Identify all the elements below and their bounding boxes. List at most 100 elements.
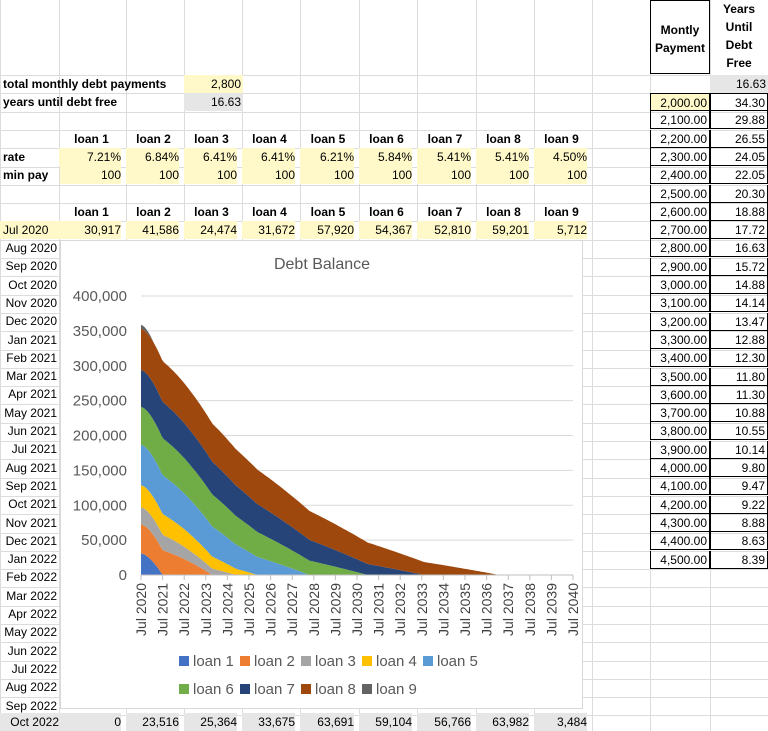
years-cell[interactable]: 14.88 [710,276,768,294]
x-tick-label: Jul 2037 [500,583,516,636]
payment-cell[interactable]: 3,700.00 [650,404,710,423]
years-cell[interactable]: 16.63 [710,239,768,258]
years-cell[interactable]: 22.05 [710,166,768,185]
payment-cell[interactable]: 2,200.00 [650,129,710,148]
years-cell[interactable]: 11.80 [710,367,768,386]
years-cell[interactable]: 9.80 [710,459,768,477]
debt-balance-chart[interactable]: Debt Balance 0 50,000 100,000 150,000 200,000… [60,240,583,709]
min-pay-cell[interactable]: 100 [534,166,587,184]
payment-cell[interactable]: 2,600.00 [650,202,710,221]
years-cell[interactable]: 34.30 [710,93,768,111]
min-pay-cell[interactable]: 100 [242,166,295,184]
balance-cell[interactable]: 59,104 [359,713,412,731]
years-cell[interactable]: 9.47 [710,477,768,496]
rate-cell[interactable]: 7.21% [60,148,121,166]
years-cell[interactable]: 17.72 [710,221,768,240]
balance-cell[interactable]: 56,766 [417,713,471,731]
years-cell[interactable]: 10.55 [710,422,768,441]
row-date: Nov 2021 [5,515,57,530]
years-cell[interactable]: 18.88 [710,202,768,221]
min-pay-cell[interactable]: 100 [417,166,471,184]
payment-cell[interactable]: 2,400.00 [650,166,710,185]
payment-cell[interactable]: 2,800.00 [650,239,710,258]
balance-cell[interactable]: 63,691 [300,713,354,731]
rate-cell[interactable]: 6.41% [184,148,237,166]
payment-cell[interactable]: 2,700.00 [650,221,710,240]
balance-cell[interactable]: 30,917 [60,221,121,239]
balance-cell[interactable]: 5,712 [534,221,587,239]
payment-cell[interactable]: 3,800.00 [650,422,710,441]
years-cell[interactable]: 12.30 [710,349,768,368]
balance-cell[interactable]: 0 [60,713,121,731]
balance-cell[interactable]: 63,982 [476,713,529,731]
years-cell[interactable]: 8.63 [710,532,768,551]
years-until-debt-free-label: years until debt free [3,95,118,109]
payment-cell[interactable]: 3,300.00 [650,330,710,349]
min-pay-cell[interactable]: 100 [476,166,529,184]
rate-cell[interactable]: 6.84% [126,148,179,166]
years-until-debt-free-value[interactable]: 16.63 [184,93,243,111]
payment-cell[interactable]: 3,900.00 [650,440,710,459]
payment-cell[interactable]: 4,300.00 [650,513,710,532]
years-cell[interactable]: 8.39 [710,550,768,569]
years-cell[interactable]: 29.88 [710,111,768,130]
years-cell[interactable]: 8.88 [710,513,768,532]
payment-cell[interactable]: 3,000.00 [650,276,710,294]
balance-cell[interactable]: 25,364 [184,713,237,731]
years-cell[interactable]: 20.30 [710,184,768,203]
years-cell[interactable]: 10.14 [710,440,768,459]
years-cell[interactable]: 9.22 [710,495,768,514]
payment-cell[interactable]: 3,200.00 [650,312,710,331]
total-payments-input[interactable]: 2,800 [184,75,243,93]
payment-cell[interactable]: 4,400.00 [650,532,710,551]
payment-cell[interactable]: 4,500.00 [650,550,710,569]
years-cell[interactable]: 15.72 [710,257,768,276]
balance-cell[interactable]: 31,672 [242,221,295,239]
years-cell[interactable]: 14.14 [710,294,768,313]
balance-cell[interactable]: 3,484 [534,713,587,731]
rate-cell[interactable]: 5.41% [476,148,529,166]
rate-cell[interactable]: 5.41% [417,148,471,166]
balance-cell[interactable]: 54,367 [359,221,412,239]
rate-cell[interactable]: 4.50% [534,148,587,166]
loan-header-5: loan 5 [310,132,346,146]
years-cell[interactable]: 11.30 [710,385,768,404]
years-cell[interactable]: 13.47 [710,312,768,331]
payment-cell[interactable]: 4,100.00 [650,477,710,496]
balance-cell[interactable]: 57,920 [300,221,354,239]
payment-cell[interactable]: 2,500.00 [650,184,710,203]
min-pay-cell[interactable]: 100 [184,166,237,184]
rate-cell[interactable]: 5.84% [359,148,412,166]
payment-cell[interactable]: 4,200.00 [650,495,710,514]
years-top-value[interactable]: 16.63 [710,75,768,93]
payment-cell[interactable]: 3,600.00 [650,385,710,404]
payment-cell[interactable]: 2,100.00 [650,111,710,130]
balance-cell[interactable]: 52,810 [417,221,471,239]
area-loan-6 [141,406,519,575]
balance-cell[interactable]: 59,201 [476,221,529,239]
rate-cell[interactable]: 6.41% [242,148,295,166]
rate-cell[interactable]: 6.21% [300,148,354,166]
min-pay-cell[interactable]: 100 [359,166,412,184]
years-cell[interactable]: 24.05 [710,147,768,166]
years-cell[interactable]: 10.88 [710,404,768,423]
payment-cell[interactable]: 2,300.00 [650,147,710,166]
payment-cell[interactable]: 4,000.00 [650,459,710,477]
balance-cell[interactable]: 24,474 [184,221,237,239]
x-tick-label: Jul 2038 [522,583,538,636]
payment-cell[interactable]: 2,900.00 [650,257,710,276]
row-date: Mar 2021 [6,369,57,384]
payment-cell[interactable]: 3,100.00 [650,294,710,313]
row-date: May 2022 [4,625,57,640]
balance-cell[interactable]: 33,675 [242,713,295,731]
payment-cell[interactable]: 2,000.00 [650,93,710,111]
balance-cell[interactable]: 41,586 [126,221,179,239]
payment-cell[interactable]: 3,400.00 [650,349,710,368]
min-pay-cell[interactable]: 100 [126,166,179,184]
balance-cell[interactable]: 23,516 [126,713,179,731]
min-pay-cell[interactable]: 100 [300,166,354,184]
years-cell[interactable]: 26.55 [710,129,768,148]
min-pay-cell[interactable]: 100 [60,166,121,184]
payment-cell[interactable]: 3,500.00 [650,367,710,386]
years-cell[interactable]: 12.88 [710,330,768,349]
